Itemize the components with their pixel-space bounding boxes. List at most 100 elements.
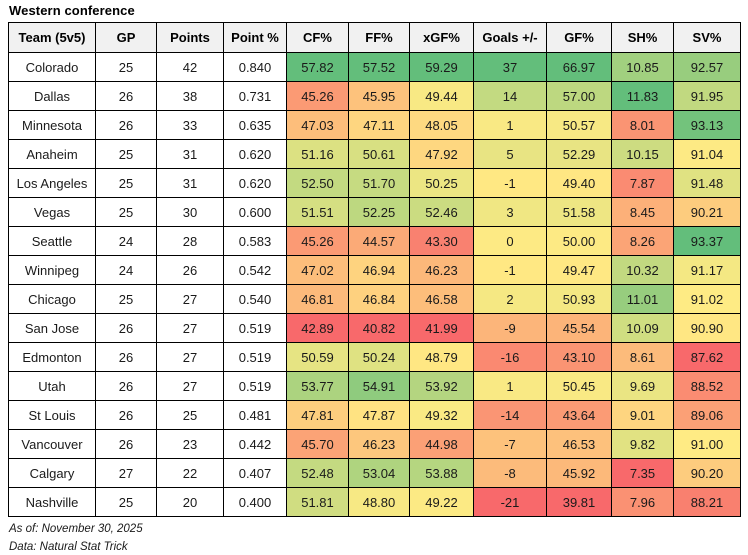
column-header-ff: FF% — [348, 22, 410, 53]
stat-cell-gp: 24 — [95, 226, 157, 256]
stat-cell-gf: 50.45 — [546, 371, 612, 401]
stat-cell-goals: 37 — [473, 52, 547, 82]
stat-cell-points: 23 — [156, 429, 224, 459]
stat-cell-gp: 25 — [95, 197, 157, 227]
stat-cell-xgf: 46.58 — [409, 284, 474, 314]
stat-cell-goals: -8 — [473, 458, 547, 488]
stat-cell-cf: 46.81 — [286, 284, 349, 314]
stat-cell-ff: 50.24 — [348, 342, 410, 372]
stat-cell-point: 0.540 — [223, 284, 287, 314]
stat-cell-gp: 27 — [95, 458, 157, 488]
stat-cell-gp: 25 — [95, 487, 157, 517]
team-cell: Calgary — [8, 458, 96, 488]
stat-cell-ff: 46.23 — [348, 429, 410, 459]
stat-cell-ff: 57.52 — [348, 52, 410, 82]
stat-cell-cf: 45.26 — [286, 226, 349, 256]
stat-cell-ff: 51.70 — [348, 168, 410, 198]
column-header-gp: GP — [95, 22, 157, 53]
team-cell: Seattle — [8, 226, 96, 256]
stat-cell-gp: 26 — [95, 429, 157, 459]
stat-cell-gf: 45.54 — [546, 313, 612, 343]
stat-cell-points: 25 — [156, 400, 224, 430]
stat-cell-point: 0.481 — [223, 400, 287, 430]
stat-cell-cf: 45.70 — [286, 429, 349, 459]
stat-cell-xgf: 47.92 — [409, 139, 474, 169]
stat-cell-goals: -7 — [473, 429, 547, 459]
team-cell: Utah — [8, 371, 96, 401]
team-cell: Edmonton — [8, 342, 96, 372]
table-row: Vegas 25 30 0.600 51.51 52.25 52.46 3 51.58 8.45 9… — [8, 197, 741, 227]
stat-cell-point: 0.400 — [223, 487, 287, 517]
stats-table: Team (5v5) GP Points Point % CF% FF% xGF% Goals… — [8, 22, 741, 517]
source-note: Data: Natural Stat Trick — [9, 541, 128, 553]
stat-cell-point: 0.519 — [223, 313, 287, 343]
stat-cell-goals: 2 — [473, 284, 547, 314]
stat-cell-goals: 14 — [473, 81, 547, 111]
stat-cell-cf: 51.51 — [286, 197, 349, 227]
stat-cell-gf: 39.81 — [546, 487, 612, 517]
column-header-team-5v5: Team (5v5) — [8, 22, 96, 53]
stat-cell-xgf: 52.46 — [409, 197, 474, 227]
stat-cell-gf: 46.53 — [546, 429, 612, 459]
stat-cell-gp: 26 — [95, 371, 157, 401]
column-header-xgf: xGF% — [409, 22, 474, 53]
stat-cell-points: 42 — [156, 52, 224, 82]
stat-cell-gf: 43.64 — [546, 400, 612, 430]
stat-cell-points: 28 — [156, 226, 224, 256]
stat-cell-point: 0.840 — [223, 52, 287, 82]
stat-cell-sv: 92.57 — [673, 52, 741, 82]
stat-cell-sv: 91.02 — [673, 284, 741, 314]
table-row: Utah 26 27 0.519 53.77 54.91 53.92 1 50.45 9.69 88… — [8, 371, 741, 401]
team-cell: Anaheim — [8, 139, 96, 169]
stat-cell-point: 0.519 — [223, 342, 287, 372]
stat-cell-goals: -16 — [473, 342, 547, 372]
team-cell: Vancouver — [8, 429, 96, 459]
stat-cell-sh: 7.96 — [611, 487, 674, 517]
stat-cell-cf: 42.89 — [286, 313, 349, 343]
stat-cell-goals: -9 — [473, 313, 547, 343]
stat-cell-gp: 25 — [95, 139, 157, 169]
table-row: San Jose 26 27 0.519 42.89 40.82 41.99 -9 45.54 1… — [8, 313, 741, 343]
stat-cell-sv: 91.00 — [673, 429, 741, 459]
stat-cell-xgf: 46.23 — [409, 255, 474, 285]
stat-cell-points: 27 — [156, 342, 224, 372]
stat-cell-ff: 44.57 — [348, 226, 410, 256]
stat-cell-sh: 10.15 — [611, 139, 674, 169]
stat-cell-ff: 40.82 — [348, 313, 410, 343]
table-row: Edmonton 26 27 0.519 50.59 50.24 48.79 -16 43.10… — [8, 342, 741, 372]
stat-cell-gf: 49.47 — [546, 255, 612, 285]
stat-cell-sh: 9.69 — [611, 371, 674, 401]
column-header-points: Points — [156, 22, 224, 53]
table-row: Los Angeles 25 31 0.620 52.50 51.70 50.25 -1 49.… — [8, 168, 741, 198]
stat-cell-ff: 47.11 — [348, 110, 410, 140]
stat-cell-sv: 91.04 — [673, 139, 741, 169]
stat-cell-gf: 51.58 — [546, 197, 612, 227]
stat-cell-goals: -1 — [473, 168, 547, 198]
table-row: Nashville 25 20 0.400 51.81 48.80 49.22 -21 39.8… — [8, 487, 741, 517]
stat-cell-sh: 8.45 — [611, 197, 674, 227]
stat-cell-xgf: 49.22 — [409, 487, 474, 517]
stat-cell-xgf: 53.88 — [409, 458, 474, 488]
stat-cell-point: 0.519 — [223, 371, 287, 401]
team-cell: Los Angeles — [8, 168, 96, 198]
stat-cell-points: 33 — [156, 110, 224, 140]
stat-cell-goals: 1 — [473, 371, 547, 401]
stat-cell-goals: -14 — [473, 400, 547, 430]
column-header-point: Point % — [223, 22, 287, 53]
stat-cell-point: 0.583 — [223, 226, 287, 256]
stat-cell-point: 0.731 — [223, 81, 287, 111]
stat-cell-xgf: 50.25 — [409, 168, 474, 198]
stat-cell-gf: 50.93 — [546, 284, 612, 314]
team-cell: Chicago — [8, 284, 96, 314]
stat-cell-point: 0.635 — [223, 110, 287, 140]
stat-cell-sv: 90.90 — [673, 313, 741, 343]
stat-cell-ff: 53.04 — [348, 458, 410, 488]
stat-cell-points: 31 — [156, 168, 224, 198]
table-row: Dallas 26 38 0.731 45.26 45.95 49.44 14 57.00 11.… — [8, 81, 741, 111]
stat-cell-cf: 52.48 — [286, 458, 349, 488]
table-row: Colorado 25 42 0.840 57.82 57.52 59.29 37 66.97 1… — [8, 52, 741, 82]
team-cell: Nashville — [8, 487, 96, 517]
stat-cell-goals: -1 — [473, 255, 547, 285]
stat-cell-sv: 88.52 — [673, 371, 741, 401]
